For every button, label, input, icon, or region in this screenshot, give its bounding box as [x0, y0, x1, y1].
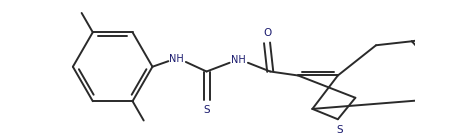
Text: NH: NH: [169, 54, 184, 64]
Text: S: S: [336, 125, 343, 135]
Text: O: O: [263, 28, 271, 38]
Text: S: S: [203, 105, 210, 115]
Text: NH: NH: [231, 55, 246, 65]
